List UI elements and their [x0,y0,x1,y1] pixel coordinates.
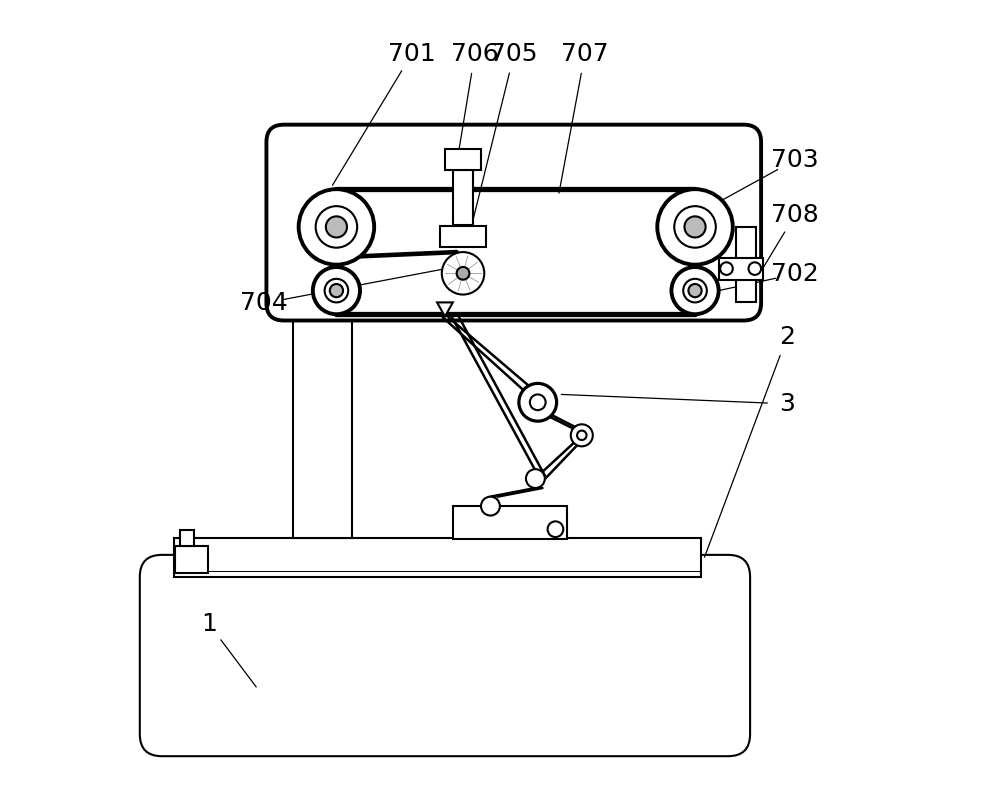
Bar [293,294,352,538]
Bar [453,169,473,225]
Text: 706: 706 [451,42,499,66]
FancyBboxPatch shape [266,124,761,321]
Circle shape [519,383,557,421]
Circle shape [674,206,716,248]
Circle shape [530,394,546,410]
Text: 1: 1 [201,612,217,636]
Bar [440,227,486,246]
Circle shape [688,284,702,297]
Circle shape [749,262,761,275]
Circle shape [313,267,360,314]
Circle shape [481,497,500,516]
Circle shape [325,279,348,303]
Bar [174,538,701,577]
Circle shape [330,284,343,297]
Text: 701: 701 [388,42,436,66]
Bar [180,531,194,546]
Circle shape [571,425,593,447]
Circle shape [457,267,469,280]
Circle shape [299,189,374,265]
Circle shape [442,252,484,295]
Circle shape [577,431,587,440]
Circle shape [683,279,707,303]
Circle shape [671,267,719,314]
Circle shape [684,216,706,238]
Bar [445,149,481,169]
Text: 3: 3 [779,392,795,416]
Text: 702: 702 [771,262,819,286]
FancyBboxPatch shape [140,555,750,756]
Text: 2: 2 [779,325,795,349]
Bar [719,257,763,280]
Text: 708: 708 [771,203,819,227]
Text: 704: 704 [240,291,288,315]
Bar [175,546,208,573]
Text: 707: 707 [561,42,609,66]
Polygon shape [437,303,453,317]
Circle shape [326,216,347,238]
Circle shape [316,206,357,248]
Circle shape [657,189,733,265]
Circle shape [720,262,733,275]
Text: 703: 703 [771,148,819,172]
Bar [736,227,756,302]
Circle shape [548,521,563,537]
Text: 705: 705 [490,42,538,66]
Bar [453,506,567,539]
Circle shape [526,469,545,488]
